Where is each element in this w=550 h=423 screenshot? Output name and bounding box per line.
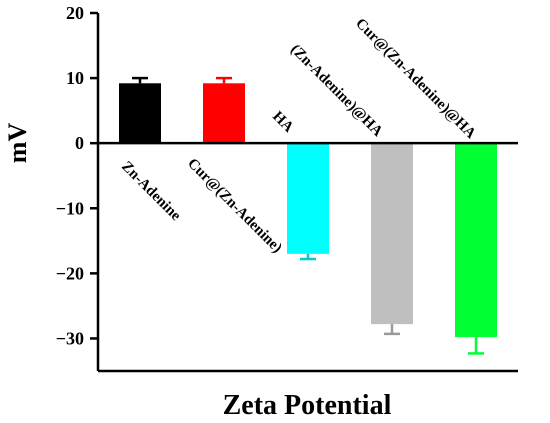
y-tick-label: −10 — [56, 198, 84, 218]
y-axis-ticks: 20 10 0 −10 −20 −30 — [56, 3, 98, 348]
bar — [371, 143, 413, 325]
y-tick-label: −30 — [56, 328, 84, 348]
category-label: Zn-Adenine — [118, 159, 184, 225]
y-tick-label: 20 — [66, 3, 84, 23]
bar — [119, 83, 161, 144]
y-tick-label: 10 — [66, 68, 84, 88]
x-axis-title: Zeta Potential — [223, 390, 392, 421]
category-label: HA — [269, 109, 296, 136]
bar — [203, 83, 245, 144]
category-label: Cur@(Zn-Adenine) — [184, 156, 285, 257]
y-tick-label: 0 — [75, 133, 84, 153]
y-axis-title: mV — [3, 123, 32, 164]
category-label: (Zn-Adenine)@HA — [287, 42, 385, 140]
bar — [287, 143, 329, 254]
bar — [455, 143, 497, 338]
error-bars — [132, 76, 484, 355]
bars — [119, 83, 497, 338]
y-tick-label: −20 — [56, 263, 84, 283]
